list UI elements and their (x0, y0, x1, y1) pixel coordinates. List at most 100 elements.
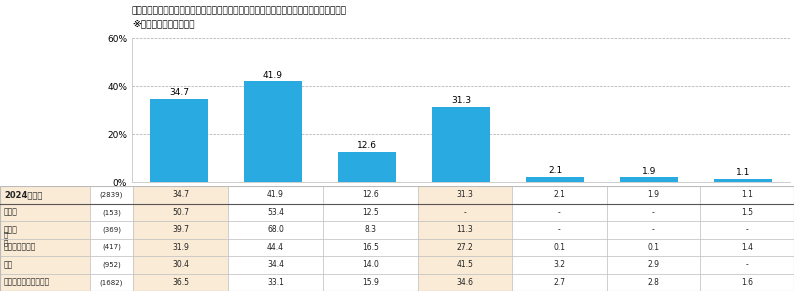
Text: 1.5: 1.5 (741, 208, 753, 217)
Text: 31.9: 31.9 (172, 243, 189, 252)
Bar (418, 274, 512, 291)
Text: 1.4: 1.4 (741, 243, 753, 252)
Text: (1682): (1682) (100, 279, 123, 285)
Bar (714, 179, 772, 182)
Bar (133, 221, 228, 239)
Text: 12.6: 12.6 (362, 190, 379, 199)
Text: 2.1: 2.1 (548, 166, 562, 175)
Text: 大学生: 大学生 (4, 225, 18, 234)
Bar (0, 239, 90, 256)
Bar (0, 203, 90, 221)
Bar (133, 256, 228, 274)
Text: 主婦: 主婦 (4, 260, 13, 269)
Bar (0, 256, 90, 274)
Bar (418, 221, 512, 239)
Bar (90, 203, 133, 221)
Text: 0.1: 0.1 (647, 243, 660, 252)
Bar (228, 256, 323, 274)
Text: (369): (369) (102, 226, 121, 233)
Bar (418, 203, 512, 221)
Text: 34.7: 34.7 (169, 88, 189, 97)
Bar (700, 274, 794, 291)
Text: 2.1: 2.1 (553, 190, 565, 199)
Bar (620, 178, 678, 182)
Text: -: - (558, 208, 561, 217)
Text: (417): (417) (102, 244, 121, 251)
Text: 16.5: 16.5 (362, 243, 379, 252)
Text: 14.0: 14.0 (362, 260, 379, 269)
Text: 53.4: 53.4 (267, 208, 284, 217)
Bar (418, 186, 512, 203)
Text: 就業調整をしている理由についてあてはまるものをすべてお選びください。（複数回答）: 就業調整をしている理由についてあてはまるものをすべてお選びください。（複数回答） (132, 6, 347, 15)
Bar (607, 256, 700, 274)
Bar (338, 152, 396, 182)
Text: (153): (153) (102, 209, 121, 216)
Text: 既卒フリーター: 既卒フリーター (4, 243, 37, 252)
Bar (323, 239, 418, 256)
Text: 31.3: 31.3 (457, 190, 473, 199)
Text: 41.5: 41.5 (457, 260, 473, 269)
Bar (512, 274, 607, 291)
Text: -: - (746, 225, 749, 234)
Bar (432, 107, 490, 182)
Text: 属
性: 属 性 (4, 231, 8, 246)
Text: 68.0: 68.0 (267, 225, 284, 234)
Text: 31.3: 31.3 (451, 96, 471, 105)
Text: -: - (746, 260, 749, 269)
Text: 36.5: 36.5 (172, 278, 189, 287)
Text: ミドルシニア・シニア: ミドルシニア・シニア (4, 278, 50, 287)
Text: 33.1: 33.1 (267, 278, 284, 287)
Text: 41.9: 41.9 (267, 190, 284, 199)
Bar (512, 239, 607, 256)
Bar (244, 81, 303, 182)
Text: 12.6: 12.6 (357, 141, 377, 150)
Bar (228, 203, 323, 221)
Bar (323, 221, 418, 239)
Text: 2.7: 2.7 (553, 278, 565, 287)
Bar (418, 256, 512, 274)
Bar (700, 221, 794, 239)
Bar (90, 186, 133, 203)
Bar (607, 186, 700, 203)
Bar (512, 256, 607, 274)
Text: ※就業調整をしている人: ※就業調整をしている人 (132, 20, 195, 29)
Bar (133, 186, 228, 203)
Text: 34.4: 34.4 (267, 260, 284, 269)
Text: 12.5: 12.5 (362, 208, 379, 217)
Text: 1.9: 1.9 (647, 190, 660, 199)
Bar (512, 203, 607, 221)
Text: -: - (558, 225, 561, 234)
Bar (700, 256, 794, 274)
Text: 15.9: 15.9 (362, 278, 379, 287)
Bar (90, 221, 133, 239)
Text: 50.7: 50.7 (172, 208, 189, 217)
Bar (133, 274, 228, 291)
Text: 2.8: 2.8 (648, 278, 660, 287)
Text: 27.2: 27.2 (457, 243, 473, 252)
Text: 高校生: 高校生 (4, 208, 18, 217)
Text: 0.1: 0.1 (553, 243, 565, 252)
Text: (2839): (2839) (100, 191, 123, 198)
Bar (228, 239, 323, 256)
Bar (607, 203, 700, 221)
Text: 34.7: 34.7 (172, 190, 189, 199)
Bar (0, 274, 90, 291)
Bar (607, 221, 700, 239)
Bar (133, 239, 228, 256)
Text: 2024年全体: 2024年全体 (4, 190, 42, 199)
Text: (952): (952) (102, 262, 121, 268)
Bar (90, 274, 133, 291)
Bar (90, 239, 133, 256)
Text: 41.9: 41.9 (263, 70, 283, 79)
Text: 30.4: 30.4 (172, 260, 189, 269)
Bar (607, 239, 700, 256)
Bar (90, 256, 133, 274)
Text: 11.3: 11.3 (457, 225, 473, 234)
Bar (323, 186, 418, 203)
Bar (323, 274, 418, 291)
Text: 1.6: 1.6 (741, 278, 753, 287)
Text: -: - (652, 208, 655, 217)
Bar (700, 239, 794, 256)
Text: 1.1: 1.1 (736, 168, 750, 178)
Bar (700, 186, 794, 203)
